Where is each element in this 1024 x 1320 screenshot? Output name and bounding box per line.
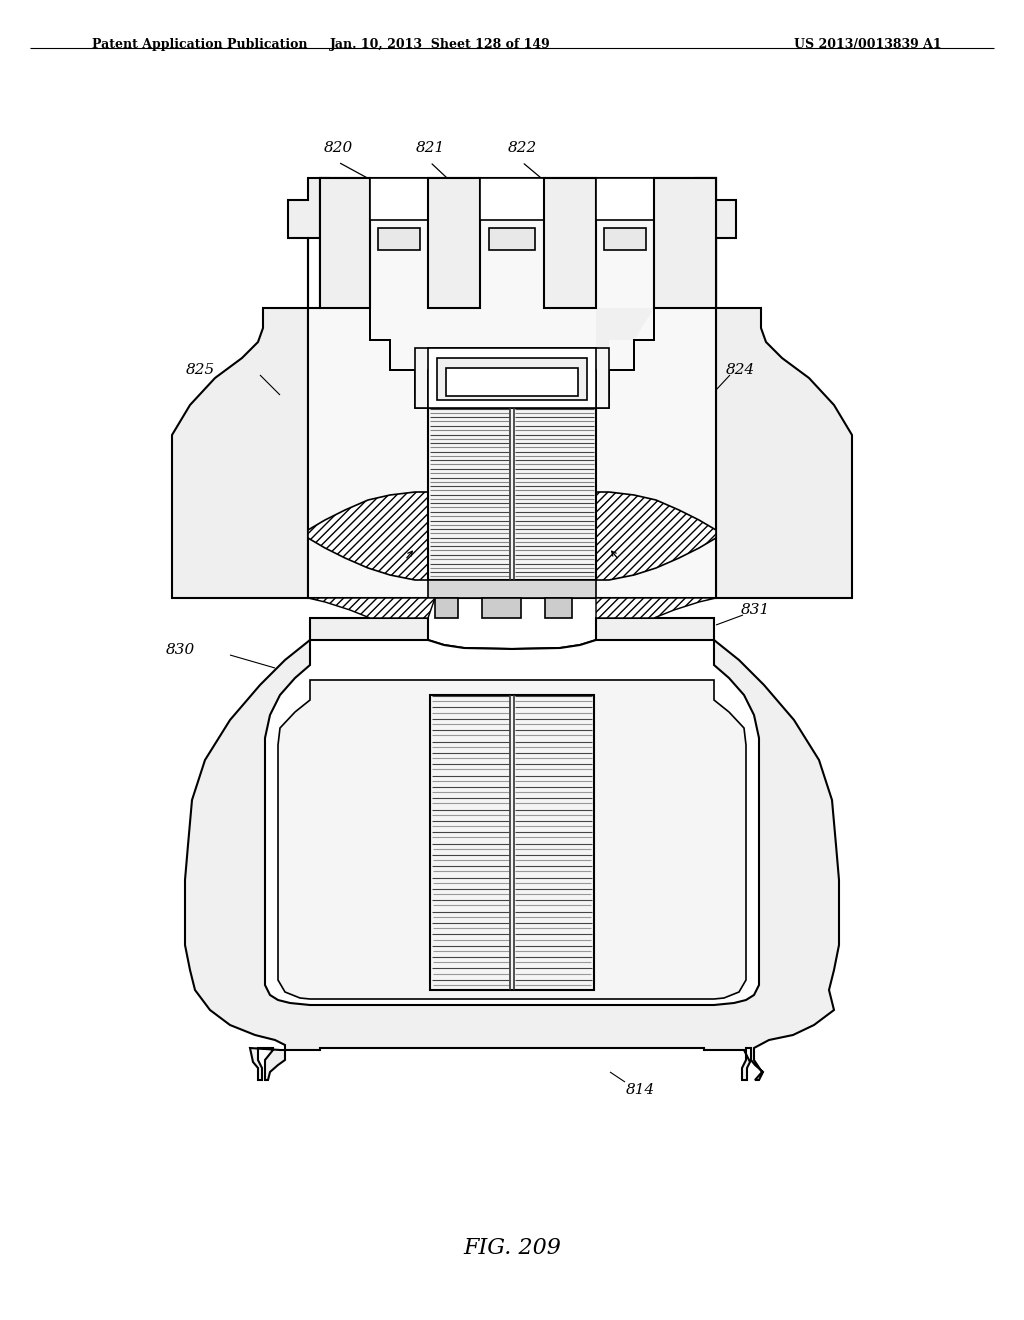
Bar bbox=[437, 358, 587, 400]
Text: 824: 824 bbox=[725, 363, 755, 378]
Text: 825: 825 bbox=[185, 363, 215, 378]
Polygon shape bbox=[415, 348, 609, 408]
Polygon shape bbox=[428, 178, 480, 308]
Polygon shape bbox=[482, 598, 521, 618]
Polygon shape bbox=[544, 178, 596, 308]
Polygon shape bbox=[596, 308, 716, 408]
Text: FIG. 209: FIG. 209 bbox=[463, 1237, 561, 1259]
Polygon shape bbox=[428, 308, 654, 370]
Polygon shape bbox=[172, 178, 328, 598]
Text: 821: 821 bbox=[416, 141, 444, 154]
Text: 822: 822 bbox=[507, 141, 537, 154]
Polygon shape bbox=[696, 178, 852, 598]
Bar bbox=[596, 178, 654, 220]
Bar bbox=[489, 228, 535, 249]
Bar bbox=[430, 696, 594, 990]
Text: 814: 814 bbox=[626, 1082, 654, 1097]
Polygon shape bbox=[596, 598, 716, 618]
Bar bbox=[428, 408, 596, 579]
Polygon shape bbox=[428, 579, 596, 598]
Text: Jan. 10, 2013  Sheet 128 of 149: Jan. 10, 2013 Sheet 128 of 149 bbox=[330, 38, 551, 51]
Polygon shape bbox=[654, 178, 716, 308]
Polygon shape bbox=[308, 598, 435, 618]
Bar bbox=[428, 348, 596, 408]
Bar bbox=[370, 178, 428, 220]
Text: 831: 831 bbox=[740, 603, 770, 616]
Polygon shape bbox=[319, 178, 370, 308]
Polygon shape bbox=[308, 492, 428, 598]
Bar bbox=[604, 228, 646, 249]
Polygon shape bbox=[265, 640, 759, 1005]
Polygon shape bbox=[308, 178, 716, 598]
Polygon shape bbox=[278, 680, 746, 999]
Text: 830: 830 bbox=[165, 643, 195, 657]
Bar bbox=[446, 368, 578, 396]
Text: US 2013/0013839 A1: US 2013/0013839 A1 bbox=[795, 38, 942, 51]
Polygon shape bbox=[185, 618, 839, 1080]
Bar bbox=[378, 228, 420, 249]
Polygon shape bbox=[596, 492, 716, 598]
Polygon shape bbox=[319, 308, 428, 408]
Text: 820: 820 bbox=[324, 141, 352, 154]
Bar bbox=[480, 178, 544, 220]
Polygon shape bbox=[435, 598, 458, 618]
Polygon shape bbox=[545, 598, 572, 618]
Text: Patent Application Publication: Patent Application Publication bbox=[92, 38, 307, 51]
